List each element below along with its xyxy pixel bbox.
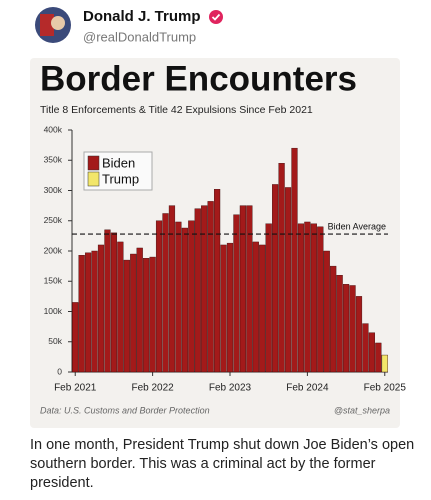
avatar-flag bbox=[40, 14, 54, 36]
legend-label: Biden bbox=[102, 155, 135, 170]
bar bbox=[85, 252, 92, 373]
bar bbox=[143, 258, 150, 373]
tweet-text: In one month, President Trump shut down … bbox=[30, 437, 415, 491]
bar bbox=[136, 247, 143, 373]
reference-label: Biden Average bbox=[328, 221, 386, 231]
bar bbox=[213, 189, 221, 373]
chart-credit: @stat_sherpa bbox=[334, 405, 390, 415]
bar bbox=[117, 241, 124, 373]
verified-badge bbox=[209, 10, 223, 24]
bar bbox=[175, 221, 182, 373]
bar bbox=[162, 213, 169, 373]
chart-title: Border Encounters bbox=[40, 59, 357, 98]
bar bbox=[362, 323, 369, 373]
bar bbox=[291, 147, 298, 373]
bar bbox=[188, 220, 195, 373]
bar bbox=[91, 250, 98, 373]
avatar-face bbox=[51, 16, 65, 30]
bar bbox=[239, 205, 247, 373]
bar bbox=[323, 250, 330, 373]
y-tick-label: 300k bbox=[44, 185, 63, 195]
bar bbox=[110, 232, 118, 373]
bar bbox=[233, 214, 240, 373]
x-tick-label: Feb 2024 bbox=[286, 383, 329, 394]
bar bbox=[278, 163, 285, 373]
legend-label: Trump bbox=[102, 171, 139, 186]
user-handle[interactable]: @realDonaldTrump bbox=[83, 29, 196, 44]
bar bbox=[310, 223, 317, 373]
bar bbox=[130, 253, 137, 373]
user-name[interactable]: Donald J. Trump bbox=[83, 8, 201, 25]
bar bbox=[381, 354, 388, 373]
bar bbox=[97, 244, 105, 373]
chart-source: Data: U.S. Customs and Border Protection bbox=[40, 405, 210, 415]
bar bbox=[123, 259, 130, 373]
bar bbox=[201, 205, 208, 373]
bar bbox=[297, 223, 305, 373]
y-tick-label: 100k bbox=[44, 306, 63, 316]
bar bbox=[375, 342, 382, 373]
y-tick-label: 350k bbox=[44, 155, 63, 165]
bar bbox=[284, 187, 292, 373]
bar bbox=[78, 255, 85, 373]
bar bbox=[355, 296, 363, 373]
bar bbox=[246, 205, 253, 373]
bar bbox=[259, 244, 266, 373]
bar bbox=[220, 244, 227, 373]
bar bbox=[252, 241, 259, 373]
y-tick-label: 50k bbox=[48, 336, 62, 346]
x-tick-label: Feb 2021 bbox=[54, 383, 97, 394]
bar bbox=[342, 284, 350, 373]
bar bbox=[272, 184, 279, 373]
bar bbox=[181, 227, 188, 373]
legend-swatch bbox=[87, 171, 100, 187]
x-tick-label: Feb 2023 bbox=[209, 383, 252, 394]
legend-swatch bbox=[87, 155, 100, 171]
bar bbox=[304, 221, 311, 373]
bar bbox=[155, 220, 163, 373]
verified-check bbox=[211, 13, 221, 21]
bar bbox=[368, 332, 375, 373]
bar bbox=[226, 242, 234, 373]
y-tick-label: 250k bbox=[44, 215, 63, 225]
y-tick-label: 200k bbox=[44, 245, 63, 255]
bar bbox=[72, 302, 79, 373]
bar bbox=[149, 256, 156, 373]
bar bbox=[330, 265, 337, 373]
y-tick-label: 0 bbox=[57, 366, 62, 376]
y-tick-label: 400k bbox=[44, 124, 63, 134]
bar bbox=[104, 229, 111, 373]
bar bbox=[336, 275, 343, 373]
bar bbox=[265, 223, 272, 373]
bar bbox=[349, 285, 356, 373]
bar bbox=[207, 201, 214, 373]
bar bbox=[168, 205, 176, 373]
chart-subtitle: Title 8 Enforcements & Title 42 Expulsio… bbox=[40, 104, 313, 116]
bar bbox=[317, 226, 324, 373]
bar bbox=[194, 208, 201, 373]
x-tick-label: Feb 2022 bbox=[131, 383, 174, 394]
y-tick-label: 150k bbox=[44, 276, 63, 286]
x-tick-label: Feb 2025 bbox=[364, 383, 407, 394]
